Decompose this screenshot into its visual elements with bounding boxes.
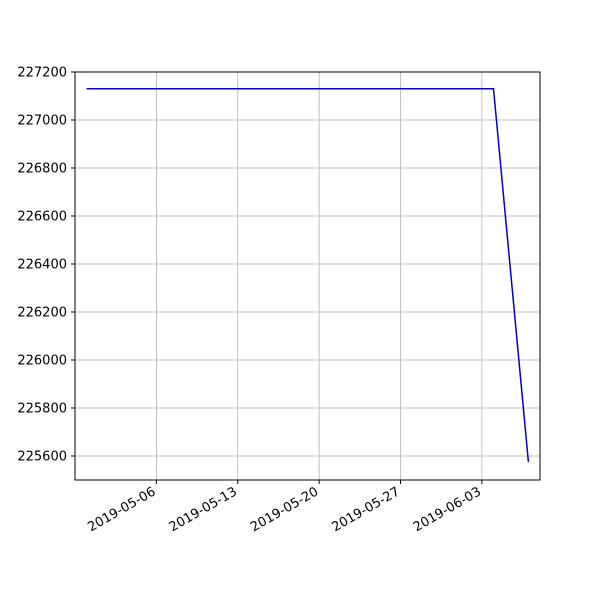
- y-axis: 225600 225800 226000 226200 226400 226600 2268…: [17, 66, 75, 465]
- plot-area-frame: [74, 71, 541, 481]
- x-tick-label: 2019-05-13: [167, 484, 240, 535]
- y-tick-label: 227200: [17, 66, 67, 81]
- x-tick-label: 2019-05-06: [85, 484, 158, 535]
- y-tick-label: 226800: [17, 162, 67, 177]
- x-tick-label: 2019-06-03: [411, 484, 484, 535]
- y-tick-label: 226600: [17, 210, 67, 225]
- x-tick-label: 2019-05-27: [330, 484, 403, 535]
- series-layer: [86, 88, 530, 463]
- y-tick-label: 226200: [17, 306, 67, 321]
- y-tick-label: 227000: [17, 114, 67, 129]
- x-axis: 2019-05-06 2019-05-13 2019-05-20 2019-05-27…: [85, 480, 484, 535]
- y-tick-label: 226400: [17, 258, 67, 273]
- y-tick-label: 225800: [17, 402, 67, 417]
- x-tick-label: 2019-05-20: [248, 484, 321, 535]
- y-tick-label: 226000: [17, 354, 67, 369]
- y-tick-label: 225600: [17, 450, 67, 465]
- series-line: [86, 88, 530, 463]
- grid: [75, 71, 540, 480]
